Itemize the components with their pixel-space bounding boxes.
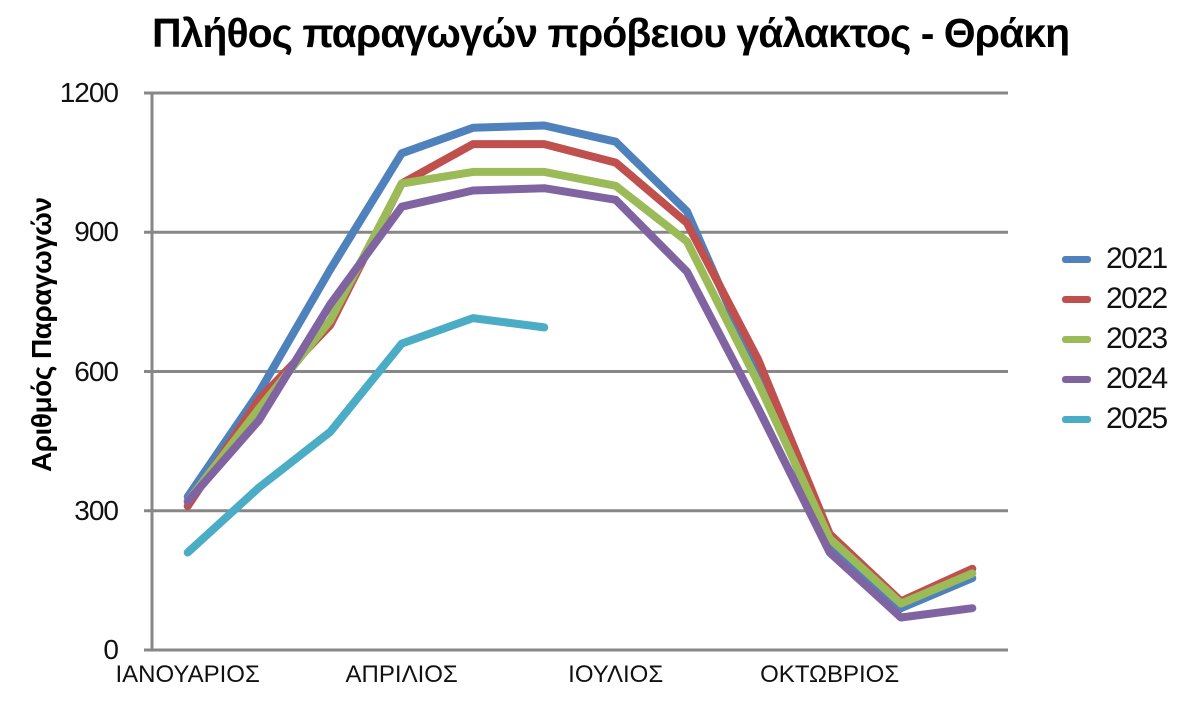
series-line-2023 — [183, 167, 977, 608]
legend-item-2023: 2023 — [1062, 319, 1168, 359]
legend-swatch-icon-2021 — [1062, 255, 1091, 263]
legend-item-2025: 2025 — [1062, 399, 1168, 439]
x-tick-label-ΙΟΥΛΙΟΣ: ΙΟΥΛΙΟΣ — [568, 661, 664, 688]
legend-item-2022: 2022 — [1062, 279, 1168, 319]
legend-label-2022: 2022 — [1106, 282, 1168, 315]
chart-title: Πλήθος παραγωγών πρόβειου γάλακτος - Θρά… — [152, 10, 1070, 56]
x-tick-label-ΟΚΤΩΒΡΙΟΣ: ΟΚΤΩΒΡΙΟΣ — [760, 661, 900, 688]
series-line-2024 — [183, 184, 977, 622]
y-tick-label: 900 — [74, 216, 119, 248]
legend-label-2021: 2021 — [1106, 242, 1168, 275]
y-tick-label: 0 — [103, 634, 119, 665]
legend-swatch-icon-2022 — [1062, 295, 1091, 303]
y-tick-label: 300 — [74, 494, 119, 526]
legend: 2021 2022 2023 2024 2025 — [1062, 239, 1168, 439]
legend-item-2021: 2021 — [1062, 239, 1168, 279]
legend-label-2023: 2023 — [1106, 322, 1168, 355]
legend-label-2025: 2025 — [1106, 402, 1168, 435]
legend-swatch-icon-2023 — [1062, 335, 1091, 343]
y-tick-label: 1200 — [59, 77, 119, 108]
legend-label-2024: 2024 — [1106, 362, 1168, 395]
x-tick-label-ΑΠΡΙΛΙΟΣ: ΑΠΡΙΛΙΟΣ — [345, 661, 458, 688]
legend-item-2024: 2024 — [1062, 359, 1168, 399]
y-tick-label: 600 — [74, 355, 119, 387]
legend-swatch-icon-2025 — [1062, 415, 1091, 423]
legend-swatch-icon-2024 — [1062, 375, 1091, 383]
series-line-2025 — [183, 314, 549, 557]
x-tick-label-ΙΑΝΟΥΑΡΙΟΣ: ΙΑΝΟΥΑΡΙΟΣ — [115, 661, 260, 688]
